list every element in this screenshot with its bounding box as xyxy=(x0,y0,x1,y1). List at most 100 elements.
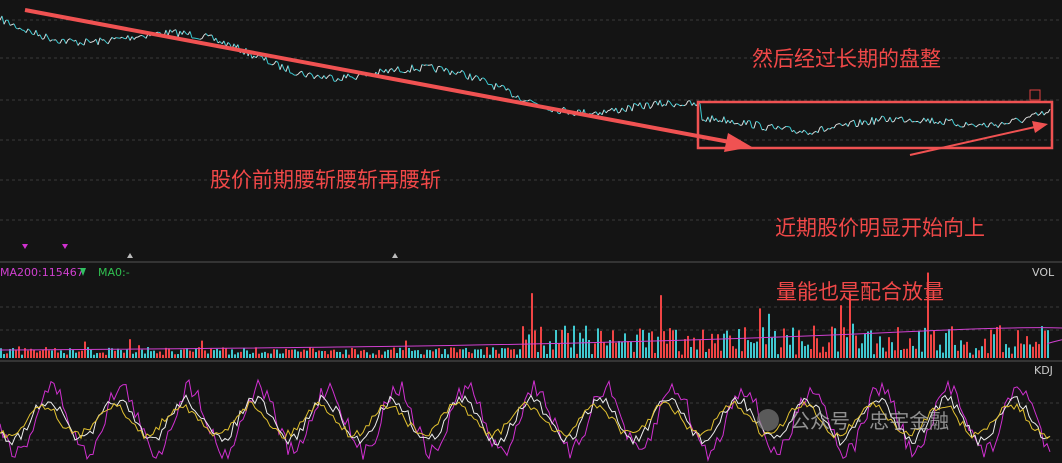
volume-bar xyxy=(384,351,386,358)
price-segment xyxy=(829,127,833,130)
price-segment xyxy=(47,37,51,42)
volume-bar xyxy=(225,348,227,358)
volume-bar xyxy=(147,347,149,358)
volume-bar xyxy=(1029,344,1031,358)
price-segment xyxy=(615,107,619,114)
volume-bar xyxy=(516,354,518,358)
volume-bar xyxy=(603,342,605,358)
price-segment xyxy=(617,111,621,114)
volume-bar xyxy=(891,342,893,358)
price-segment xyxy=(529,99,533,102)
price-segment xyxy=(937,120,941,125)
price-segment xyxy=(649,106,653,109)
volume-bar xyxy=(675,329,677,358)
price-segment xyxy=(103,39,107,43)
volume-bar xyxy=(633,351,635,358)
volume-bar xyxy=(897,327,899,358)
price-segment xyxy=(965,121,969,126)
volume-bar xyxy=(450,347,452,358)
volume-bar xyxy=(987,353,989,358)
price-segment xyxy=(313,76,317,80)
price-segment xyxy=(639,102,643,108)
volume-bar xyxy=(369,354,371,358)
price-segment xyxy=(495,82,499,88)
volume-bar xyxy=(648,332,650,358)
volume-bar xyxy=(549,341,551,358)
volume-bar xyxy=(57,352,59,358)
price-segment xyxy=(167,29,171,36)
volume-bar xyxy=(879,336,881,358)
volume-bar xyxy=(48,350,50,358)
price-segment xyxy=(777,125,781,129)
watermark: 公众号 · 忠宇金融 xyxy=(790,409,949,433)
kdj-line xyxy=(0,394,1051,447)
price-segment xyxy=(59,39,63,44)
price-segment xyxy=(203,33,207,36)
price-segment xyxy=(895,117,899,120)
volume-bar xyxy=(711,333,713,358)
price-segment xyxy=(197,38,201,40)
price-segment xyxy=(801,129,805,133)
price-segment xyxy=(621,107,625,111)
price-segment xyxy=(1047,108,1051,113)
price-segment xyxy=(1003,123,1007,125)
volume-bar xyxy=(144,353,146,358)
volume-bar xyxy=(135,352,137,358)
volume-bar xyxy=(168,348,170,358)
volume-bar xyxy=(300,351,302,358)
price-segment xyxy=(683,104,687,107)
volume-bar xyxy=(507,347,509,358)
price-segment xyxy=(393,69,397,73)
price-segment xyxy=(311,74,315,79)
trend-arrow xyxy=(24,8,736,145)
price-segment xyxy=(941,123,945,126)
price-segment xyxy=(883,116,887,122)
volume-bar xyxy=(1026,336,1028,358)
volume-bar xyxy=(861,343,863,358)
price-segment xyxy=(871,116,875,125)
price-segment xyxy=(993,124,997,126)
volume-bar xyxy=(621,341,623,358)
price-segment xyxy=(441,66,445,72)
volume-bar xyxy=(336,351,338,358)
volume-bar xyxy=(837,351,839,358)
price-segment xyxy=(951,118,955,125)
price-segment xyxy=(743,119,747,125)
volume-bar xyxy=(558,343,560,358)
volume-bar xyxy=(93,354,95,358)
volume-bar xyxy=(453,347,455,358)
price-segment xyxy=(325,76,329,80)
price-segment xyxy=(467,73,471,80)
volume-bar xyxy=(159,351,161,358)
price-segment xyxy=(269,63,273,66)
price-segment xyxy=(471,77,475,81)
volume-bar xyxy=(654,352,656,358)
price-segment xyxy=(383,69,387,73)
volume-bar xyxy=(330,350,332,358)
volume-bar xyxy=(438,348,440,358)
price-segment xyxy=(449,70,453,76)
price-segment xyxy=(875,117,879,122)
down-arrow xyxy=(80,268,86,276)
volume-bar xyxy=(639,328,641,358)
price-segment xyxy=(779,127,783,130)
price-segment xyxy=(729,119,733,124)
price-segment xyxy=(439,65,443,68)
price-segment xyxy=(1013,117,1017,120)
price-segment xyxy=(97,37,101,45)
volume-bar xyxy=(351,347,353,358)
volume-bars xyxy=(0,272,1062,358)
volume-bar xyxy=(432,351,434,358)
price-segment xyxy=(629,106,633,112)
volume-bar xyxy=(324,351,326,358)
volume-bar xyxy=(99,352,101,358)
price-segment xyxy=(67,38,71,41)
volume-bar xyxy=(570,347,572,358)
volume-bar xyxy=(606,345,608,358)
volume-bar xyxy=(1002,352,1004,358)
volume-bar xyxy=(348,354,350,358)
volume-bar xyxy=(690,347,692,358)
arrow-head xyxy=(1032,121,1048,133)
volume-bar xyxy=(462,349,464,358)
volume-bar xyxy=(375,354,377,358)
